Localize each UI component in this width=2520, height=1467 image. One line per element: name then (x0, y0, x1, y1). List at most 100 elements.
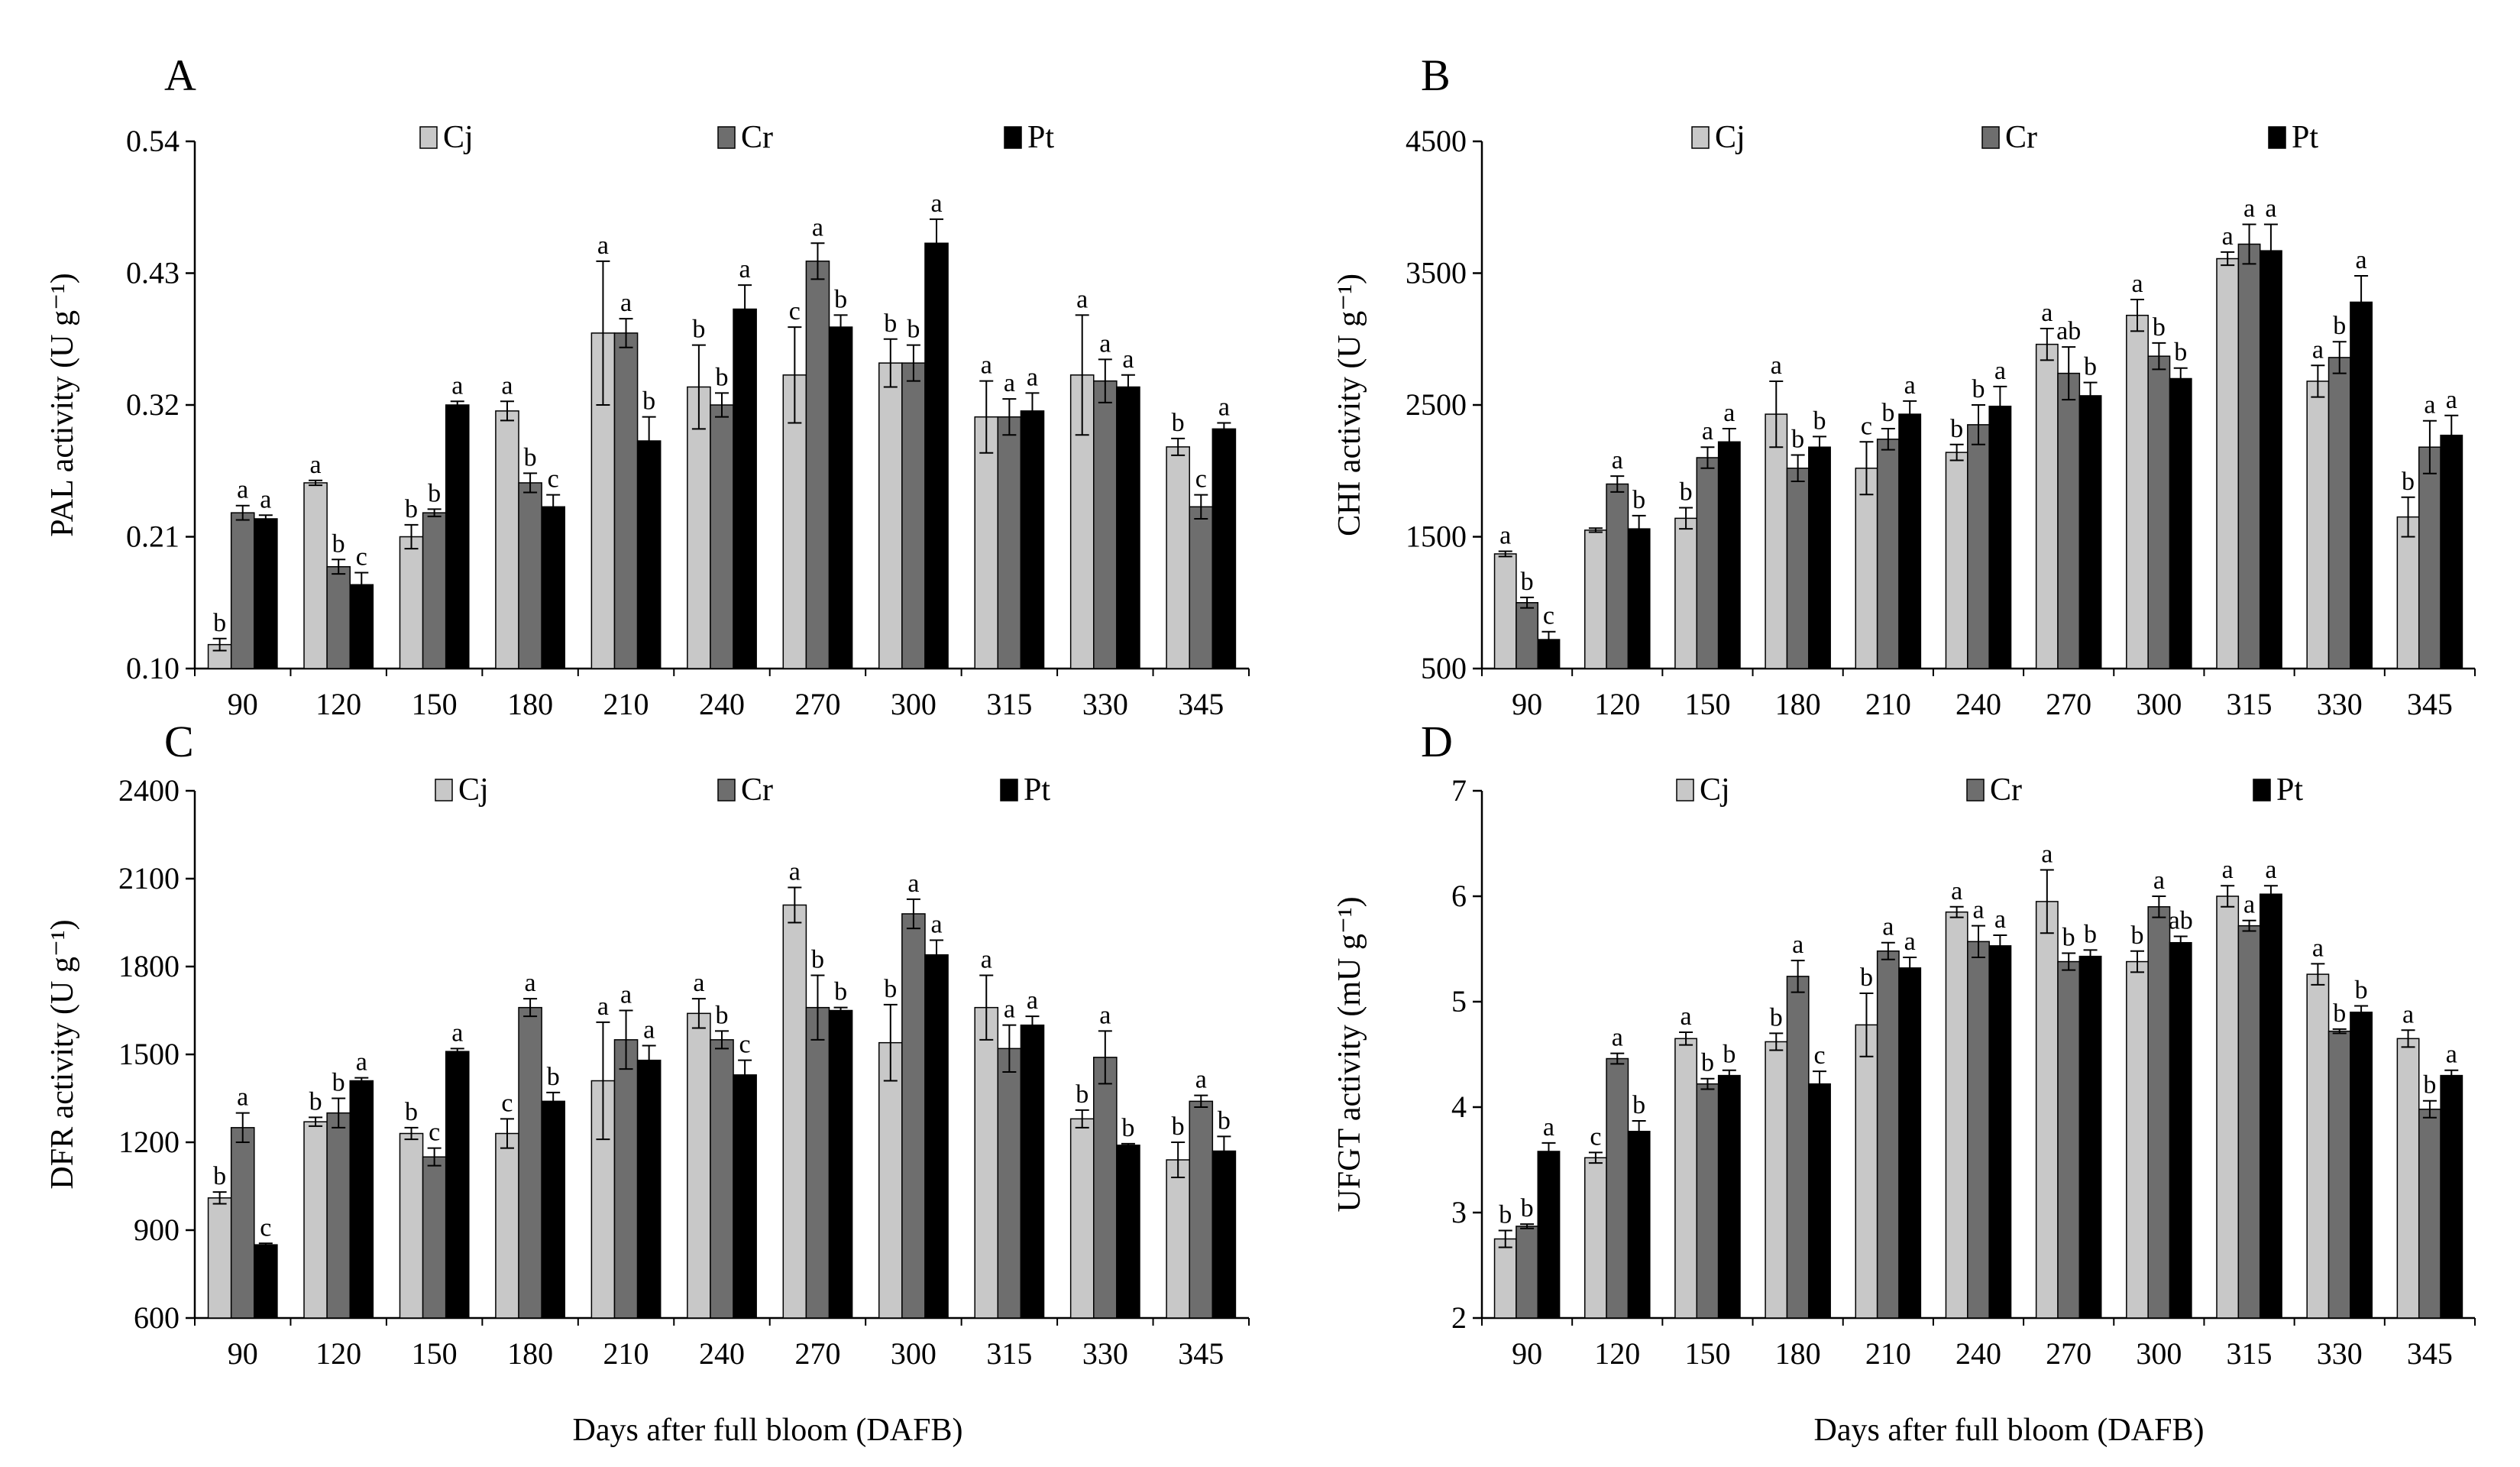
bar-cj (2306, 381, 2330, 669)
bar-cj (782, 904, 807, 1319)
x-tick-label: 120 (1594, 687, 1640, 721)
x-tick-label: 240 (1956, 1336, 2001, 1371)
y-tick-label: 0.10 (126, 651, 180, 685)
significance-label: b (834, 285, 847, 313)
significance-label: a (2131, 270, 2143, 298)
significance-label: b (1521, 568, 1534, 596)
bar-cr (2147, 906, 2171, 1319)
bar-pt (2350, 1012, 2373, 1319)
y-tick-label: 1500 (1406, 520, 1467, 554)
x-tick-label: 90 (1512, 1336, 1542, 1371)
panels: A 0.10 0.21 0.32 0.43 0.54 PAL activity (U g⁻¹… (45, 50, 2476, 1371)
bar-cj (2035, 901, 2059, 1319)
significance-label: a (1904, 371, 1916, 400)
significance-label: a (1951, 877, 1962, 905)
legend-swatch-pt (2268, 126, 2286, 149)
significance-label: a (1994, 905, 2006, 934)
significance-label: ab (2169, 906, 2193, 934)
y-tick-label: 7 (1451, 773, 1467, 808)
significance-label: a (1218, 393, 1230, 422)
bar-cr (997, 1048, 1022, 1319)
y-tick-label: 500 (1421, 651, 1467, 685)
bar-cr (613, 1039, 639, 1319)
bar-cr (422, 512, 447, 669)
x-tick-label: 150 (412, 1336, 458, 1371)
significance-label: b (213, 1162, 226, 1190)
bar-cr (1093, 1057, 1118, 1319)
significance-label: b (2423, 1071, 2436, 1099)
panel-c: C 600 900 1200 1500 1800 2100 2400 DFR activity … (45, 717, 1250, 1371)
significance-label: a (1702, 417, 1713, 445)
y-tick-label: 600 (134, 1300, 180, 1335)
significance-label: b (332, 1069, 345, 1097)
x-tick-label: 180 (507, 687, 553, 721)
x-tick-label: 120 (315, 1336, 361, 1371)
significance-label: c (789, 297, 801, 325)
bar-pt (445, 1051, 470, 1319)
bar-cr (2057, 960, 2081, 1319)
bar-pt (1020, 1024, 1045, 1319)
bar-cr (422, 1156, 447, 1319)
legend-label-cr: Cr (741, 772, 773, 808)
x-tick-label: 270 (2046, 1336, 2091, 1371)
legend-swatch-cr (717, 126, 736, 149)
significance-label: b (2402, 468, 2415, 496)
significance-label: c (548, 465, 559, 494)
x-tick-label: 210 (1865, 687, 1911, 721)
significance-label: b (1813, 406, 1826, 435)
significance-label: a (1027, 986, 1038, 1015)
significance-label: b (1701, 1049, 1714, 1077)
bar-cr (1093, 380, 1118, 669)
legend-label-cj: Cj (443, 120, 474, 155)
significance-label: b (1632, 486, 1645, 514)
y-tick-label: 4 (1451, 1090, 1467, 1124)
x-tick-label: 345 (1178, 1336, 1224, 1371)
panel-letter: A (164, 50, 196, 100)
bar-cj (1674, 517, 1698, 669)
bar-pt (924, 954, 949, 1319)
significance-label: a (620, 981, 632, 1009)
significance-label: a (2041, 840, 2053, 869)
significance-label: b (2084, 353, 2097, 381)
bar-cr (1876, 439, 1900, 669)
bar-cr (2418, 446, 2441, 669)
bar-cj (2396, 1038, 2420, 1319)
y-tick-label: 1800 (118, 949, 180, 983)
significance-label: b (1860, 963, 1873, 992)
bar-cr (518, 482, 542, 669)
y-tick-label: 3 (1451, 1195, 1467, 1229)
bar-cr (2147, 355, 2171, 669)
bar-cj (2216, 257, 2240, 669)
significance-label: b (524, 443, 537, 471)
significance-label: a (501, 371, 513, 400)
panel-b: B 500 1500 2500 3500 4500 CHI activity (U g⁻¹)… (1332, 50, 2476, 721)
significance-label: a (907, 870, 919, 898)
significance-label: a (237, 1083, 248, 1112)
significance-label: b (405, 1098, 418, 1126)
bar-cr (1606, 1057, 1629, 1319)
bar-cr (2057, 372, 2081, 669)
y-tick-label: 2400 (118, 773, 180, 808)
significance-label: a (2402, 1000, 2414, 1028)
bar-cj (1945, 911, 1968, 1319)
x-tick-label: 210 (1865, 1336, 1911, 1371)
significance-label: a (2356, 246, 2367, 274)
bar-pt (636, 440, 662, 669)
bar-pt (1717, 441, 1741, 669)
significance-label: a (2446, 1041, 2457, 1069)
bar-cj (2035, 343, 2059, 669)
bar-pt (2078, 395, 2102, 669)
bar-pt (636, 1059, 662, 1319)
significance-label: a (1771, 351, 1782, 380)
y-tick-label: 1200 (118, 1125, 180, 1159)
significance-label: a (597, 993, 609, 1021)
significance-label: b (2333, 999, 2346, 1028)
x-tick-label: 210 (603, 687, 649, 721)
significance-label: b (309, 1087, 322, 1116)
legend-label-cj: Cj (458, 772, 489, 808)
significance-label: a (1972, 896, 1984, 925)
significance-label: b (1950, 415, 1963, 443)
legend-label-pt: Pt (1027, 120, 1054, 155)
y-tick-label: 900 (134, 1213, 180, 1247)
bar-cj (1583, 1157, 1607, 1319)
